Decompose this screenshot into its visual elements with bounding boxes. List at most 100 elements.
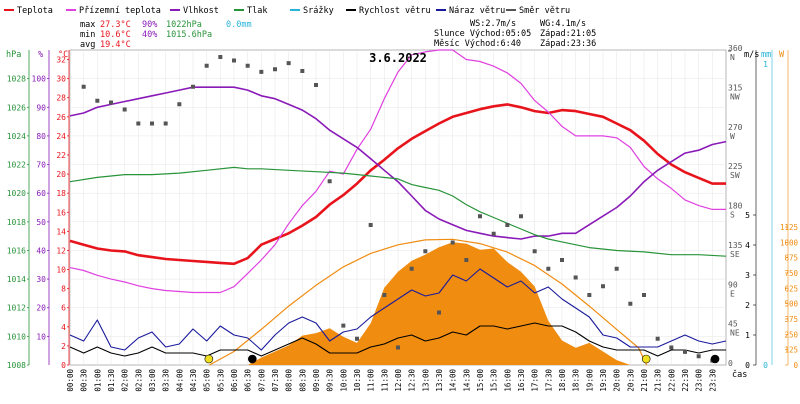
x-tick-label: 14:00 (449, 369, 458, 392)
x-tick-label: 11:00 (367, 369, 376, 392)
legend: Teplota Přízemní teplota Vlhkost Tlak Srážky… (4, 6, 570, 16)
x-tick-label: 02:30 (134, 369, 143, 392)
pressure-tick-label: 1010 (7, 332, 26, 341)
ws-tick-label: 0 (745, 361, 750, 370)
temperature-tick-label: 14 (56, 227, 66, 236)
temperature-tick-label: 12 (56, 246, 66, 255)
wind-dir-tick-label: 225 (728, 162, 743, 171)
wind-ws: WS:2.7m/s (470, 19, 516, 29)
wind-dir-tick-compass: SW (730, 171, 740, 180)
series-line (69, 49, 726, 294)
stat-avg-label: avg (80, 40, 95, 50)
wind-dir-tick-compass: NW (730, 92, 740, 101)
x-tick-label: 19:30 (599, 369, 608, 392)
stat-min-label: min (80, 30, 95, 40)
unit-wind-deg: ° (727, 49, 732, 59)
x-tick-label: 05:00 (203, 369, 212, 392)
x-tick-label: 05:30 (216, 369, 225, 392)
wind-dir-point (669, 345, 674, 350)
temperature-tick-label: 2 (61, 342, 66, 351)
x-tick-label: 00:30 (80, 369, 89, 392)
stat-min-temp: 10.6°C (100, 30, 131, 40)
temperature-tick-label: 28 (56, 94, 66, 103)
x-tick-label: 19:00 (585, 369, 594, 392)
wind-dir-point (163, 121, 168, 126)
rain-tick-label: 0 (763, 361, 768, 370)
series-layer (69, 49, 727, 364)
x-tick-label: 23:00 (695, 369, 704, 392)
x-tick-label: 16:00 (503, 369, 512, 392)
wind-dir-point (478, 214, 482, 219)
ws-tick-label: 5 (745, 211, 750, 220)
solar-tick-label: 625 (784, 284, 798, 293)
wind-dir-point (601, 284, 605, 289)
legend-label: Srážky (303, 6, 334, 16)
sun-set: Západ:21:05 (540, 29, 596, 39)
x-tick-label: 00:00 (66, 369, 75, 392)
humidity-tick-label: 40 (36, 246, 46, 255)
x-tick-label: 03:00 (148, 369, 157, 392)
wind-dir-point (573, 275, 578, 280)
temperature-tick-label: 10 (56, 266, 66, 275)
sun-moon-marker (710, 354, 720, 364)
wind-dir-tick-label: 270 (728, 123, 743, 132)
wind-dir-point (409, 266, 414, 271)
stat-avg-temp: 19.4°C (100, 40, 131, 50)
wind-dir-tick-compass: SE (730, 250, 740, 259)
wind-dir-point (491, 231, 496, 236)
wind-dir-tick-label: 360 (728, 44, 743, 53)
wind-dir-point (218, 55, 223, 59)
moon-set: Západ:23:36 (540, 39, 596, 49)
wind-dir-point (587, 293, 592, 297)
pressure-tick-label: 1028 (7, 75, 26, 84)
legend-label: Rychlost větru (359, 6, 431, 16)
x-tick-label: 14:30 (462, 369, 471, 392)
wind-dir-tick-label: 0 (728, 359, 733, 368)
legend-label: Vlhkost (183, 6, 219, 16)
wind-dir-point (560, 258, 564, 262)
humidity-tick-label: 30 (36, 275, 46, 284)
pressure-tick-label: 1012 (7, 304, 26, 313)
wind-wg: WG:4.1m/s (540, 19, 586, 29)
wind-dir-point (696, 354, 701, 359)
x-tick-label: 13:00 (421, 369, 430, 392)
stat-max-temp: 27.3°C (100, 20, 131, 30)
x-tick-label: 20:30 (626, 369, 635, 392)
x-tick-label: 12:00 (394, 369, 403, 392)
stat-max-label: max (80, 20, 95, 30)
unit-w: W (779, 50, 785, 60)
pressure-tick-label: 1020 (7, 189, 26, 198)
solar-tick-label: 250 (784, 330, 798, 339)
wind-dir-point (273, 67, 277, 72)
x-tick-label: 06:30 (244, 369, 253, 392)
x-tick-label: 17:30 (544, 369, 553, 392)
temperature-tick-label: 32 (56, 56, 66, 65)
solar-tick-label: 500 (784, 300, 798, 309)
wind-dir-tick-compass: W (730, 132, 735, 141)
pressure-tick-label: 1008 (7, 361, 26, 370)
wind-dir-tick-compass: E (730, 289, 735, 298)
unit-deg: °C (58, 50, 68, 60)
temperature-tick-label: 26 (56, 113, 66, 122)
stat-rain-total: 0.0mm (226, 20, 252, 30)
stat-min-press: 1015.6hPa (166, 30, 212, 40)
legend-label: Přízemní teplota (79, 6, 161, 16)
temperature-tick-label: 0 (61, 361, 66, 370)
axis-units: hPa % °C ° m/s mm W čas (6, 49, 785, 380)
temperature-tick-label: 16 (56, 208, 66, 217)
wind-dir-point (505, 223, 510, 227)
series-line (69, 86, 727, 240)
rain-tick-label: 1 (763, 60, 768, 69)
wind-dir-point (314, 83, 318, 87)
unit-ms: m/s (744, 50, 759, 60)
x-tick-label: 21:00 (640, 369, 649, 392)
wind-dir-point (81, 84, 86, 89)
x-tick-label: 15:00 (476, 369, 485, 392)
humidity-tick-label: 20 (36, 304, 46, 313)
x-tick-label: 04:30 (189, 369, 198, 392)
ws-tick-label: 4 (745, 241, 750, 250)
wind-dir-point (546, 266, 551, 271)
wind-dir-point (464, 258, 469, 262)
ws-tick-label: 1 (745, 331, 750, 340)
